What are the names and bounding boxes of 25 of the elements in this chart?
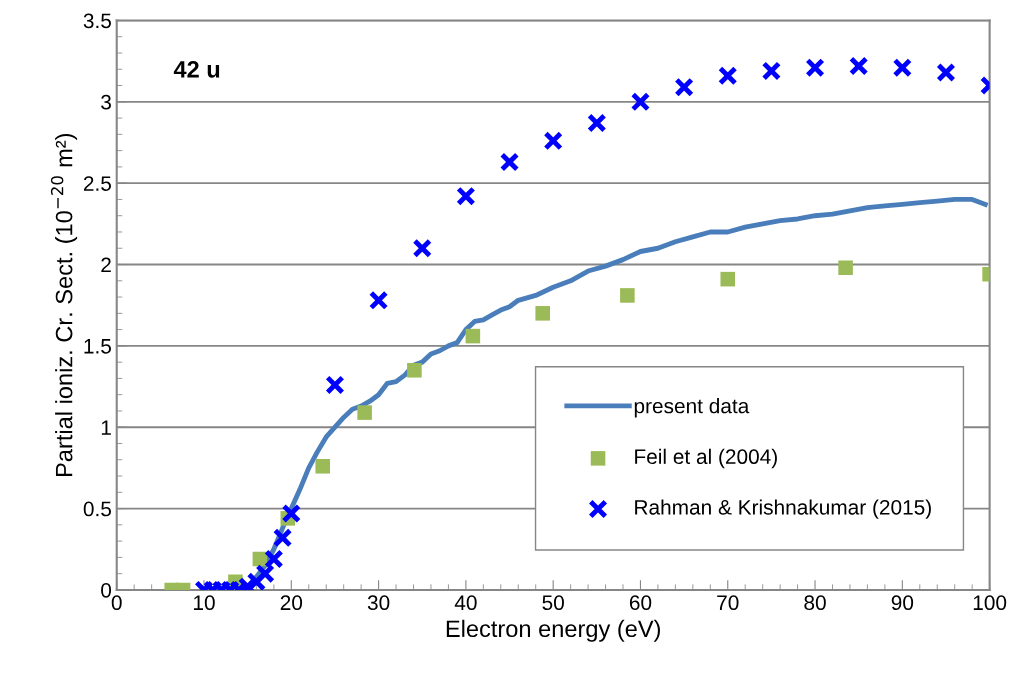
legend-label: present data: [634, 398, 750, 418]
y-tick-label: 1.5: [84, 339, 111, 354]
y-tick-label: 1: [101, 420, 111, 435]
y-tick-label: 3: [101, 94, 111, 110]
legend-label: Rahman & Krishnakumar (2015): [635, 499, 931, 519]
x-tick-label: 20: [280, 595, 303, 611]
x-tick-label: 100: [973, 595, 1007, 611]
x-axis-title: Electron energy (eV): [446, 619, 660, 642]
y-tick-label: 2.5: [83, 176, 111, 191]
legend-label: Feil et al (2004): [635, 448, 777, 469]
y-axis-title: Partial ioniz. Cr. Sect. (10$^{−20}$ m²): [50, 133, 78, 476]
y-tick-label: 0: [101, 582, 112, 598]
x-tick-label: 80: [804, 595, 826, 611]
x-tick-label: 90: [891, 595, 914, 611]
x-tick-label: 10: [194, 595, 215, 611]
y-tick-label: 2: [101, 257, 111, 273]
x-tick-label: 40: [454, 595, 477, 611]
x-tick-label: 0: [111, 595, 122, 611]
y-tick-label: 0.5: [83, 501, 111, 517]
y-tick-label: 3.5: [83, 13, 111, 29]
x-tick-label: 70: [717, 595, 739, 611]
x-tick-label: 50: [542, 595, 564, 611]
x-tick-label: 60: [629, 595, 652, 611]
annotation: 42 u: [173, 60, 220, 78]
x-tick-label: 30: [367, 595, 390, 611]
